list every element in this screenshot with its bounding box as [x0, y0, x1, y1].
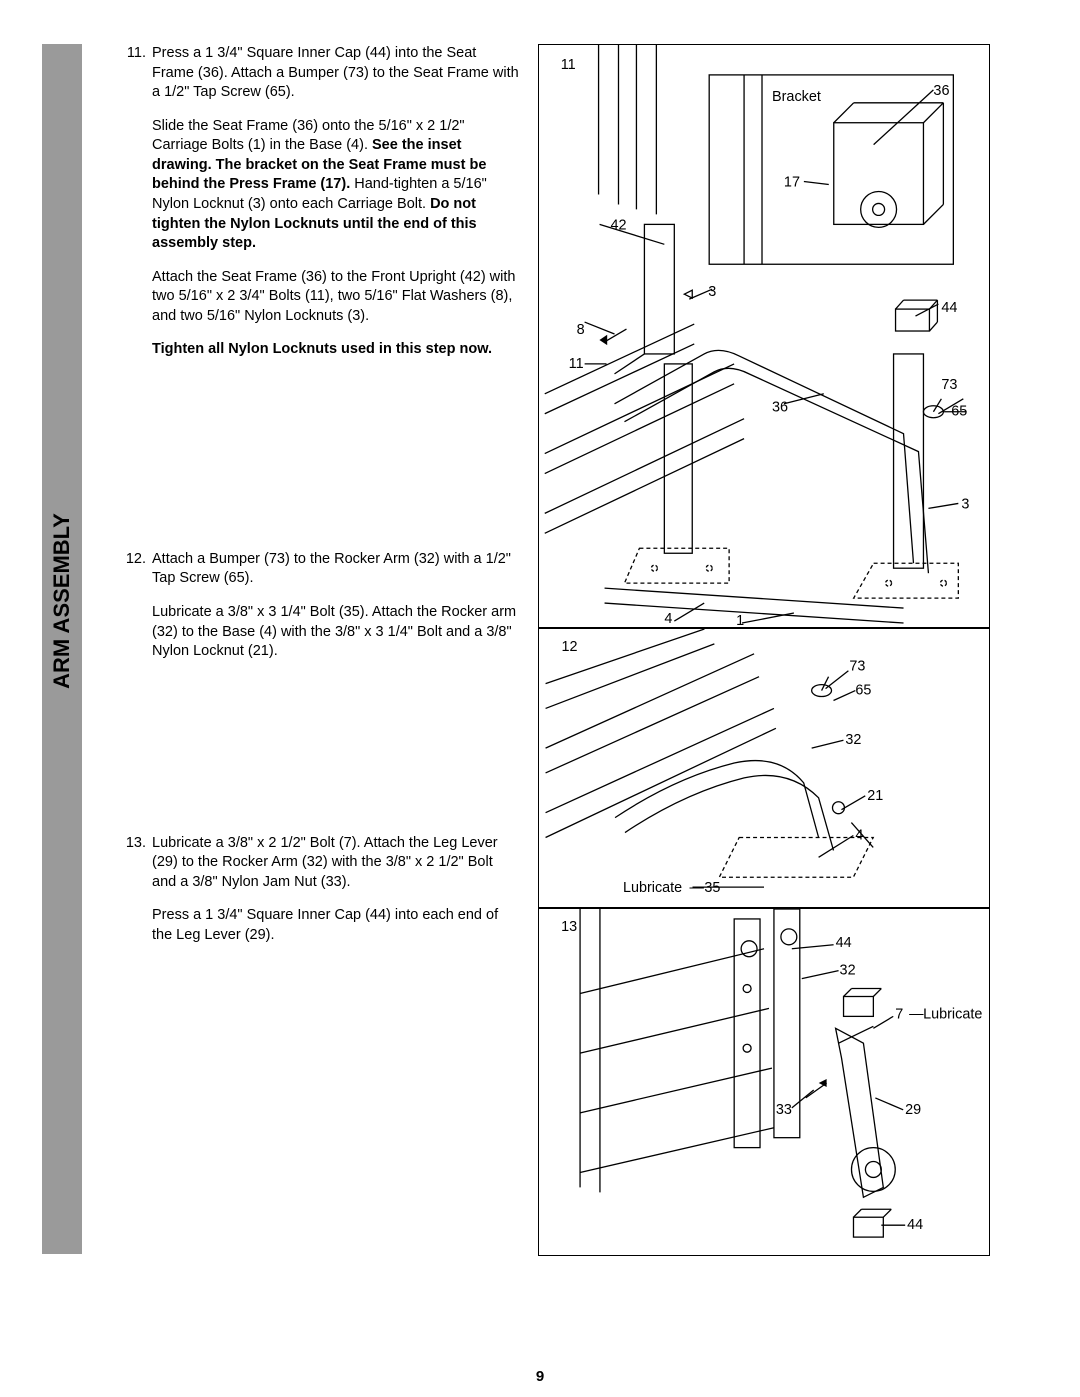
label-65: 65 — [855, 683, 871, 699]
label-8: 8 — [577, 322, 585, 338]
paragraph: Press a 1 3/4" Square Inner Cap (44) int… — [152, 906, 520, 945]
diagram-13-svg: 13 44 32 7 — Lubricate 33 29 44 — [539, 909, 989, 1255]
label-3: 3 — [708, 284, 716, 300]
svg-text:—: — — [690, 880, 705, 896]
paragraph: Tighten all Nylon Locknuts used in this … — [152, 340, 520, 360]
step-number: 13. — [122, 834, 152, 946]
label-73: 73 — [849, 659, 865, 675]
step-body: Lubricate a 3/8" x 2 1/2" Bolt (7). Atta… — [152, 834, 520, 946]
label-42: 42 — [611, 217, 627, 233]
label-35: 35 — [704, 880, 720, 896]
label-lubricate: Lubricate — [623, 880, 682, 896]
step-13: 13. Lubricate a 3/8" x 2 1/2" Bolt (7). … — [122, 834, 520, 946]
label-17: 17 — [784, 175, 800, 191]
step-body: Press a 1 3/4" Square Inner Cap (44) int… — [152, 44, 520, 360]
label-44a: 44 — [836, 935, 852, 951]
paragraph: Lubricate a 3/8" x 2 1/2" Bolt (7). Atta… — [152, 834, 520, 893]
step-11: 11. Press a 1 3/4" Square Inner Cap (44)… — [122, 44, 520, 360]
label-32: 32 — [840, 963, 856, 979]
label-32: 32 — [845, 732, 861, 748]
label-4: 4 — [855, 827, 863, 843]
paragraph: Attach a Bumper (73) to the Rocker Arm (… — [152, 550, 520, 589]
diagram-11: 11 Bracket 36 17 42 3 8 11 44 73 65 36 3… — [538, 44, 990, 628]
label-44: 44 — [941, 300, 957, 316]
label-65: 65 — [951, 404, 967, 420]
step-number: 12. — [122, 550, 152, 662]
paragraph: Attach the Seat Frame (36) to the Front … — [152, 268, 520, 327]
label-44b: 44 — [907, 1217, 923, 1233]
paragraph: Slide the Seat Frame (36) onto the 5/16"… — [152, 117, 520, 254]
label-36: 36 — [933, 83, 949, 99]
label-lubricate: Lubricate — [923, 1006, 982, 1022]
page: ARM ASSEMBLY 11. Press a 1 3/4" Square I… — [0, 0, 1080, 1397]
paragraph: Lubricate a 3/8" x 3 1/4" Bolt (35). Att… — [152, 603, 520, 662]
svg-text:—: — — [909, 1006, 924, 1022]
step-body: Attach a Bumper (73) to the Rocker Arm (… — [152, 550, 520, 662]
label-36b: 36 — [772, 400, 788, 416]
step-number: 11. — [122, 44, 152, 360]
section-title: ARM ASSEMBLY — [47, 649, 77, 689]
page-number: 9 — [0, 1367, 1080, 1387]
label-21: 21 — [867, 788, 883, 804]
side-tab: ARM ASSEMBLY — [42, 44, 82, 1254]
diagram-13: 13 44 32 7 — Lubricate 33 29 44 — [538, 908, 990, 1256]
label-29: 29 — [905, 1102, 921, 1118]
diagram-column: 11 Bracket 36 17 42 3 8 11 44 73 65 36 3… — [538, 44, 990, 1367]
diagram-step-label: 12 — [561, 639, 577, 655]
paragraph: Press a 1 3/4" Square Inner Cap (44) int… — [152, 44, 520, 103]
label-4: 4 — [664, 611, 672, 627]
label-1: 1 — [736, 613, 744, 627]
label-33: 33 — [776, 1102, 792, 1118]
diagram-step-label: 11 — [561, 57, 576, 73]
diagram-step-label: 13 — [561, 919, 577, 935]
content: 11. Press a 1 3/4" Square Inner Cap (44)… — [122, 44, 990, 1367]
step-12: 12. Attach a Bumper (73) to the Rocker A… — [122, 550, 520, 662]
label-73: 73 — [941, 377, 957, 393]
label-3b: 3 — [961, 496, 969, 512]
diagram-11-svg: 11 Bracket 36 17 42 3 8 11 44 73 65 36 3… — [539, 45, 989, 627]
instructions-column: 11. Press a 1 3/4" Square Inner Cap (44)… — [122, 44, 520, 1367]
label-bracket: Bracket — [772, 89, 821, 105]
label-7: 7 — [895, 1006, 903, 1022]
diagram-12-svg: 12 73 65 32 21 4 Lubricate — 35 — [539, 629, 989, 907]
diagram-12: 12 73 65 32 21 4 Lubricate — 35 — [538, 628, 990, 908]
label-11: 11 — [569, 356, 584, 372]
